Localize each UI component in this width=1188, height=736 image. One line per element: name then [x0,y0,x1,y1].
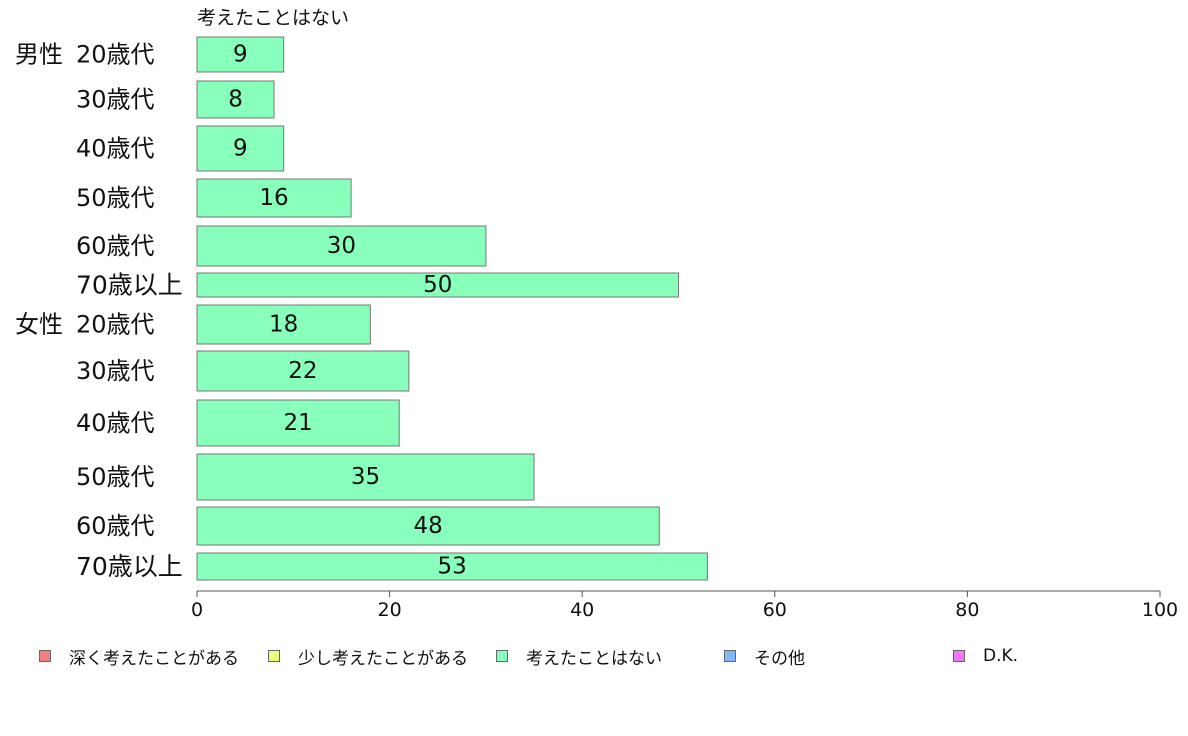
legend-label: 少し考えたことがある [298,648,468,669]
legend-label: その他 [754,648,805,669]
bar [196,178,352,218]
category-label: 70歳以上 [76,552,183,581]
bar-value-label: 16 [259,185,288,211]
bar-value-label: 48 [413,513,442,539]
legend-item: 深く考えたことがある [39,646,239,669]
x-axis-tick-label: 20 [378,599,402,621]
bar [196,225,487,267]
legend-swatch [724,650,736,662]
bar [196,36,285,73]
x-axis-tick-label: 60 [763,599,787,621]
category-label: 50歳代 [76,463,155,491]
legend-item: D.K. [953,646,1018,666]
bar [196,125,285,172]
category-label: 60歳代 [76,512,155,540]
legend-item: その他 [724,646,805,669]
bar-value-label: 35 [351,464,380,490]
x-axis-tick-label: 40 [570,599,594,621]
chart-legend: 深く考えたことがある 少し考えたことがある 考えたことはない その他 D.K. [0,640,1188,670]
category-label: 30歳代 [76,357,155,385]
series-label: 考えたことはない [197,7,349,29]
legend-swatch [953,650,965,662]
bar-value-label: 53 [438,554,467,580]
bar [196,453,535,501]
category-label: 60歳代 [76,232,155,260]
category-label: 40歳代 [76,409,155,437]
legend-label: D.K. [983,646,1019,666]
category-label: 20歳代 [76,41,155,69]
bar [196,350,410,392]
legend-label: 考えたことはない [526,648,662,669]
bar-value-label: 8 [228,87,243,113]
x-axis-tick-label: 80 [955,599,979,621]
bar [196,399,400,447]
bar [196,552,708,581]
bar-value-label: 9 [233,42,248,68]
bar-value-label: 30 [327,233,356,259]
category-label: 40歳代 [76,135,155,163]
legend-item: 少し考えたことがある [268,646,468,669]
x-axis-tick-label: 100 [1142,599,1178,621]
group-label: 男性 [15,41,63,69]
x-axis-tick-label: 0 [191,599,203,621]
category-label: 50歳代 [76,184,155,212]
bar [196,272,679,298]
legend-swatch [39,650,51,662]
category-label: 70歳以上 [76,271,183,300]
legend-label: 深く考えたことがある [69,648,239,669]
category-label: 30歳代 [76,86,155,114]
bar-value-label: 21 [283,410,312,436]
legend-swatch [496,650,508,662]
legend-item: 考えたことはない [496,646,662,669]
group-label: 女性 [15,311,63,339]
bar-value-label: 18 [269,312,298,338]
legend-swatch [268,650,280,662]
bar [196,506,660,546]
bar-value-label: 22 [288,358,317,384]
bar-value-label: 50 [423,272,452,298]
bar [196,304,371,345]
bar [196,80,275,119]
category-label: 20歳代 [76,311,155,339]
bar-value-label: 9 [233,136,248,162]
